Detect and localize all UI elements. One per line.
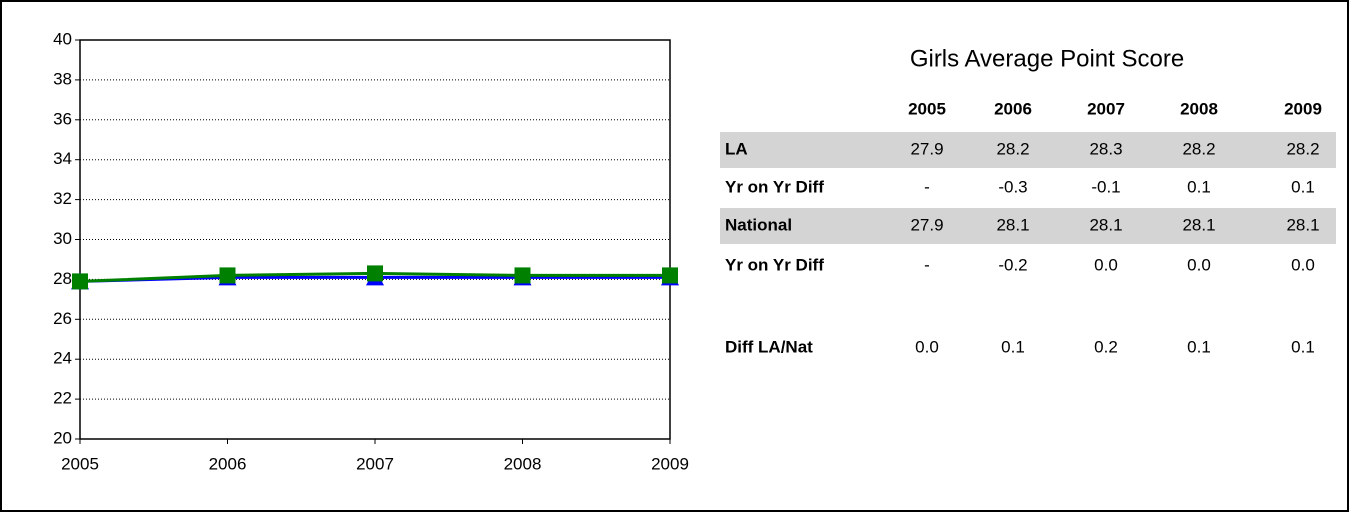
cell: 28.1 <box>996 215 1029 234</box>
cell: 0.1 <box>1187 177 1211 196</box>
x-tick-label: 2006 <box>209 454 247 473</box>
cell: 0.0 <box>915 337 939 356</box>
x-tick-label: 2005 <box>61 454 99 473</box>
y-tick-label: 28 <box>53 269 72 288</box>
cell: - <box>924 177 930 196</box>
row-label: National <box>725 215 792 234</box>
y-tick-label: 34 <box>53 149 72 168</box>
x-tick-label: 2007 <box>356 454 394 473</box>
cell: 0.0 <box>1094 255 1118 274</box>
cell: 27.9 <box>910 139 943 158</box>
column-header: 2006 <box>994 99 1032 118</box>
row-band <box>720 208 1336 244</box>
row-band <box>720 132 1336 168</box>
marker <box>219 267 236 284</box>
y-tick-label: 24 <box>53 349 72 368</box>
cell: 0.0 <box>1187 255 1211 274</box>
cell: 0.1 <box>1291 337 1315 356</box>
y-tick-label: 22 <box>53 389 72 408</box>
cell: -0.1 <box>1091 177 1120 196</box>
y-tick-label: 26 <box>53 309 72 328</box>
table-title: Girls Average Point Score <box>910 45 1184 72</box>
cell: 28.1 <box>1182 215 1215 234</box>
marker <box>514 267 531 284</box>
row-label: Yr on Yr Diff <box>725 255 824 274</box>
cell: 0.0 <box>1291 255 1315 274</box>
column-header: 2007 <box>1087 99 1125 118</box>
row-label: Yr on Yr Diff <box>725 177 824 196</box>
y-tick-label: 32 <box>53 189 72 208</box>
cell: - <box>924 255 930 274</box>
column-header: 2008 <box>1180 99 1218 118</box>
marker <box>72 273 88 290</box>
row-label: Diff LA/Nat <box>725 337 813 356</box>
cell: 0.1 <box>1001 337 1025 356</box>
cell: 28.1 <box>1089 215 1122 234</box>
y-tick-label: 20 <box>53 428 72 447</box>
y-tick-label: 40 <box>53 29 72 48</box>
cell: 0.1 <box>1187 337 1211 356</box>
column-header: 2009 <box>1284 99 1322 118</box>
y-tick-label: 38 <box>53 69 72 88</box>
cell: 28.2 <box>1286 139 1319 158</box>
cell: 28.3 <box>1089 139 1122 158</box>
cell: 0.1 <box>1291 177 1315 196</box>
x-tick-label: 2008 <box>504 454 542 473</box>
cell: 0.2 <box>1094 337 1118 356</box>
cell: -0.2 <box>998 255 1027 274</box>
marker <box>662 267 678 284</box>
y-tick-label: 30 <box>53 229 72 248</box>
cell: 28.1 <box>1286 215 1319 234</box>
column-header: 2005 <box>908 99 946 118</box>
x-tick-label: 2009 <box>651 454 689 473</box>
y-tick-label: 36 <box>53 109 72 128</box>
row-label: LA <box>725 139 748 158</box>
marker <box>367 265 383 282</box>
cell: -0.3 <box>998 177 1027 196</box>
cell: 28.2 <box>996 139 1029 158</box>
cell: 28.2 <box>1182 139 1215 158</box>
cell: 27.9 <box>910 215 943 234</box>
